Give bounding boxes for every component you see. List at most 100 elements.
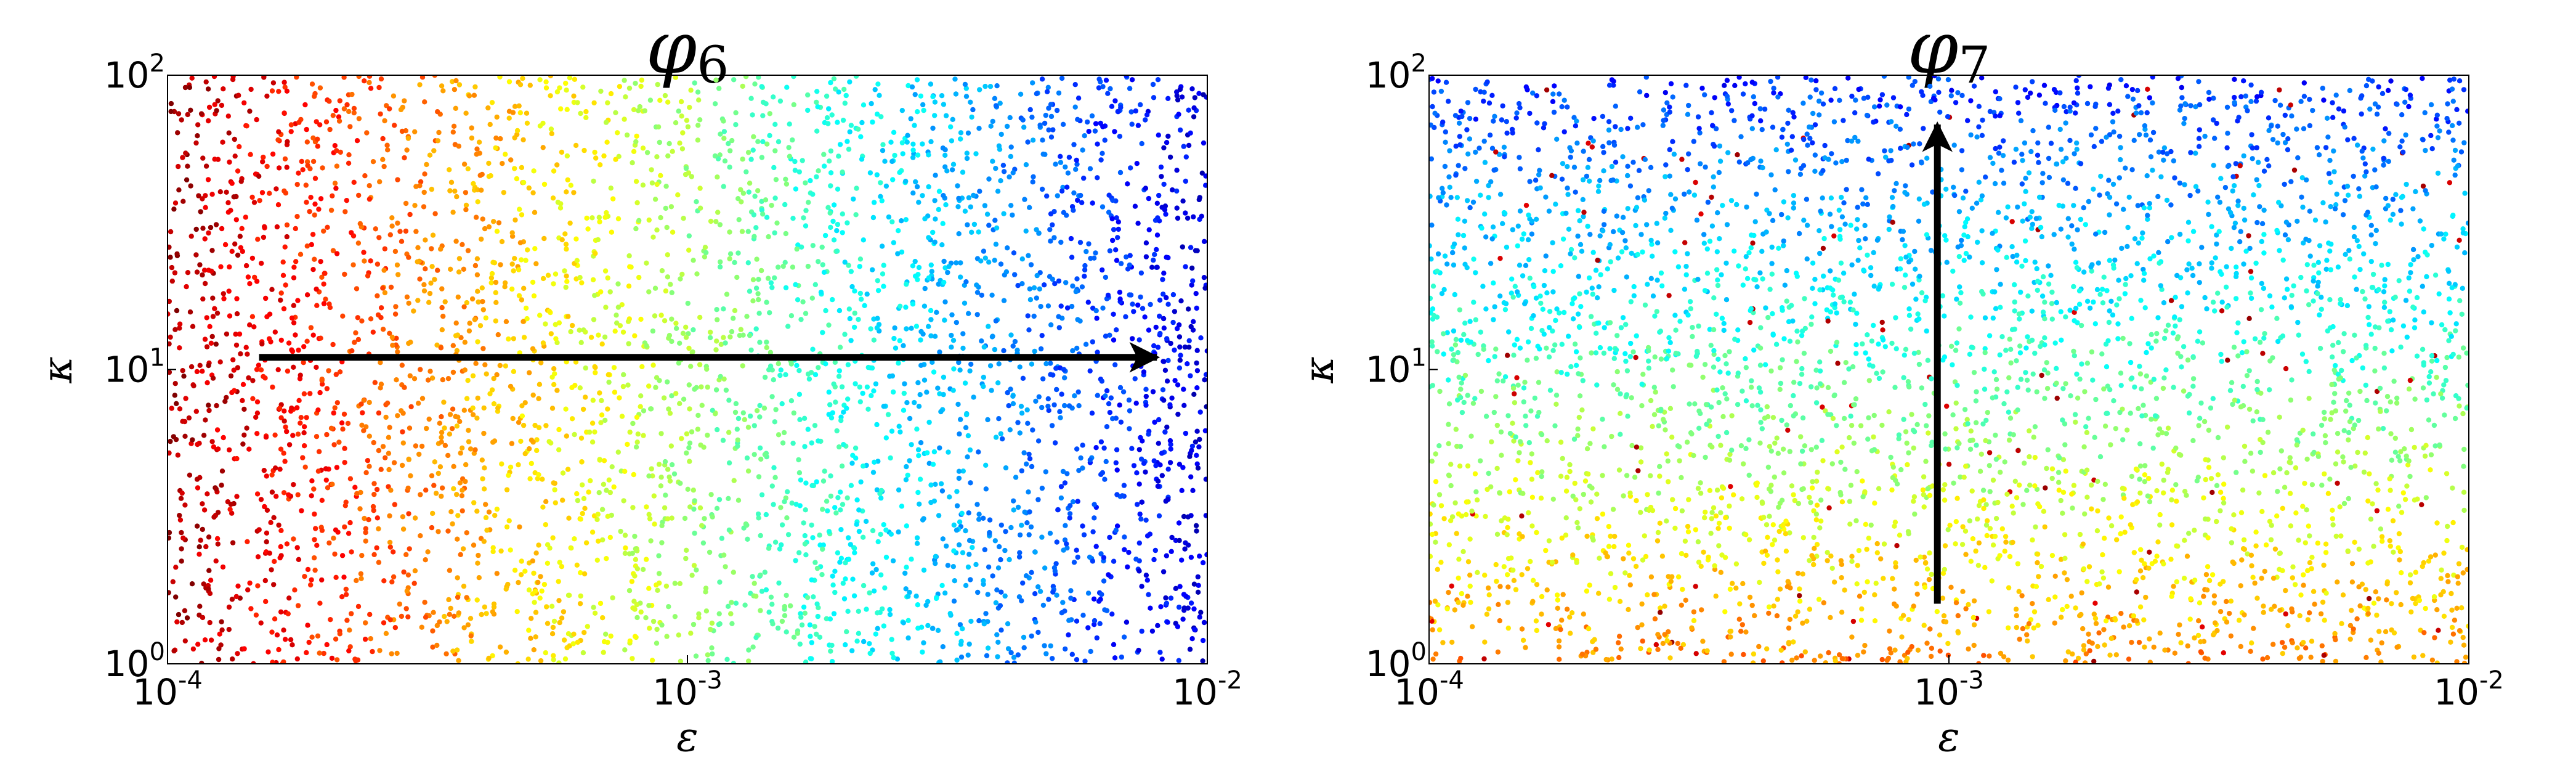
scatter-point (550, 195, 556, 201)
scatter-point (1037, 589, 1043, 594)
scatter-point (2448, 590, 2454, 597)
scatter-point (1068, 595, 1074, 601)
scatter-point (941, 391, 946, 398)
scatter-point (630, 505, 636, 510)
scatter-point (931, 369, 937, 375)
scatter-point (346, 108, 352, 115)
scatter-point (1182, 546, 1188, 552)
scatter-point (1194, 360, 1199, 366)
scatter-point (1533, 295, 1539, 301)
scatter-point (283, 637, 288, 642)
scatter-point (804, 595, 811, 600)
scatter-point (481, 486, 487, 492)
scatter-point (966, 311, 971, 316)
scatter-point (1019, 281, 1025, 287)
scatter-point (633, 557, 639, 562)
scatter-point (663, 583, 670, 589)
scatter-point (535, 579, 541, 586)
scatter-point (1607, 346, 1613, 351)
scatter-point (571, 93, 577, 99)
scatter-point (1027, 107, 1033, 113)
scatter-point (185, 163, 190, 169)
scatter-point (873, 566, 879, 573)
scatter-point (570, 641, 576, 647)
scatter-point (403, 552, 409, 557)
scatter-point (821, 269, 827, 275)
scatter-point (458, 450, 463, 456)
scatter-point (531, 168, 537, 174)
scatter-point (1165, 96, 1171, 101)
y-tick-base: 10 (104, 54, 150, 96)
scatter-point (1156, 133, 1162, 138)
scatter-point (1554, 136, 1560, 142)
scatter-point (304, 650, 309, 656)
scatter-point (1143, 240, 1149, 246)
scatter-point (650, 473, 655, 479)
scatter-point (172, 200, 179, 206)
title-symbol: φ (646, 5, 697, 90)
scatter-point (1435, 78, 1441, 84)
scatter-point (717, 264, 723, 270)
scatter-point (819, 572, 825, 578)
scatter-point (533, 634, 538, 640)
scatter-point (1451, 352, 1457, 357)
scatter-point (846, 263, 851, 268)
scatter-point (829, 659, 835, 664)
scatter-point (950, 564, 957, 570)
scatter-point (298, 420, 303, 426)
scatter-point (362, 636, 368, 642)
scatter-point (522, 400, 528, 406)
scatter-point (551, 480, 556, 486)
scatter-point (1159, 656, 1165, 662)
scatter-point (1901, 417, 1906, 422)
scatter-point (240, 398, 245, 404)
scatter-point (1153, 463, 1159, 468)
scatter-point (1770, 125, 1776, 130)
scatter-point (718, 131, 723, 137)
scatter-point (1022, 197, 1027, 202)
scatter-point (363, 470, 369, 476)
scatter-point (333, 636, 339, 642)
scatter-point (1653, 390, 1658, 395)
scatter-point (1180, 198, 1186, 204)
scatter-point (1177, 584, 1183, 589)
scatter-point (926, 419, 932, 425)
scatter-point (796, 457, 801, 463)
scatter-point (405, 614, 411, 619)
scatter-point (1050, 127, 1056, 133)
scatter-point (480, 299, 485, 304)
scatter-point (509, 441, 515, 446)
scatter-point (470, 373, 476, 378)
scatter-point (852, 310, 857, 316)
scatter-point (1657, 473, 1663, 479)
scatter-point (549, 406, 556, 411)
scatter-point (1107, 410, 1113, 415)
scatter-point (1695, 277, 1701, 282)
scatter-point (455, 513, 461, 518)
scatter-point (354, 491, 360, 497)
scatter-point (716, 611, 722, 616)
scatter-point (226, 627, 232, 632)
scatter-point (794, 246, 800, 252)
scatter-point (890, 177, 896, 182)
scatter-point (803, 208, 809, 213)
scatter-point (747, 332, 753, 338)
scatter-point (751, 134, 756, 139)
scatter-point (644, 343, 649, 348)
scatter-point (1828, 195, 1834, 201)
scatter-point (177, 321, 183, 327)
scatter-point (551, 618, 557, 624)
scatter-point (1186, 107, 1191, 113)
scatter-point (578, 435, 585, 441)
scatter-point (214, 108, 219, 113)
scatter-point (793, 186, 799, 192)
scatter-point (750, 298, 756, 304)
scatter-point (1038, 304, 1043, 309)
scatter-point (896, 360, 901, 366)
scatter-point (1179, 557, 1185, 563)
scatter-point (323, 296, 328, 302)
scatter-point (1831, 119, 1837, 125)
scatter-point (945, 563, 951, 568)
scatter-point (757, 445, 763, 451)
scatter-point (941, 102, 947, 107)
